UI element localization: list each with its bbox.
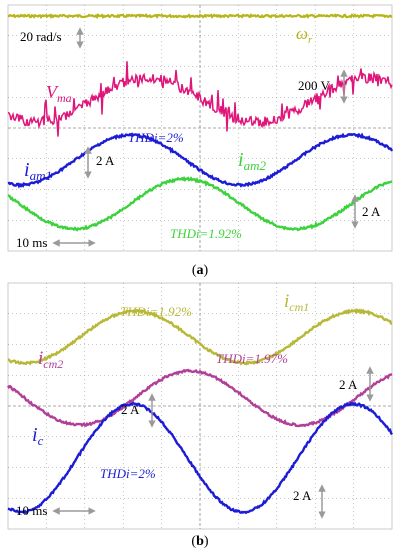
time-scale-label-a: 10 ms	[16, 235, 47, 250]
series-vma	[7, 61, 393, 137]
caption-b: (b)	[191, 534, 208, 549]
thd-ic: THDi=2%	[100, 466, 156, 481]
label-icm2: icm2	[38, 348, 63, 371]
series-iam2	[7, 176, 393, 232]
series-iam1	[7, 132, 394, 189]
label-icm1: icm1	[284, 291, 309, 314]
time-scale-label-b: 10 ms	[16, 503, 47, 518]
thd-icm2: THDi=1.97%	[216, 351, 288, 366]
scale-current-label-b2: 2 A	[121, 402, 140, 417]
label-iam1: iam1	[24, 159, 52, 183]
label-ic: ic	[32, 424, 44, 448]
panel-a-grid	[8, 5, 392, 251]
thd-iam2: THDi=1.92%	[170, 226, 242, 241]
panel-a: ωr Vma iam1 iam2 THDi=2% THDi=1.92% 20 r…	[7, 4, 394, 278]
panel-b: icm1 icm2 ic THDi=1.92% THDi=1.97% THDi=…	[7, 282, 393, 549]
caption-a: (a)	[192, 263, 209, 278]
thd-icm1: THDi=1.92%	[120, 304, 192, 319]
scale-voltage-label: 200 V	[298, 78, 331, 93]
scale-current-label-2: 2 A	[362, 204, 381, 219]
series-icm1	[7, 308, 393, 366]
label-omega-r: ωr	[296, 24, 313, 46]
scale-current-label-1: 2 A	[96, 153, 115, 168]
scale-current-label-b3: 2 A	[293, 488, 312, 503]
label-iam2: iam2	[238, 149, 266, 173]
scale-speed-label: 20 rad/s	[20, 29, 62, 44]
series-ic	[7, 401, 393, 515]
series-omega-r	[7, 13, 393, 20]
thd-iam1: THDi=2%	[128, 130, 184, 145]
label-vma: Vma	[46, 82, 72, 105]
scale-current-label-b1: 2 A	[339, 377, 358, 392]
